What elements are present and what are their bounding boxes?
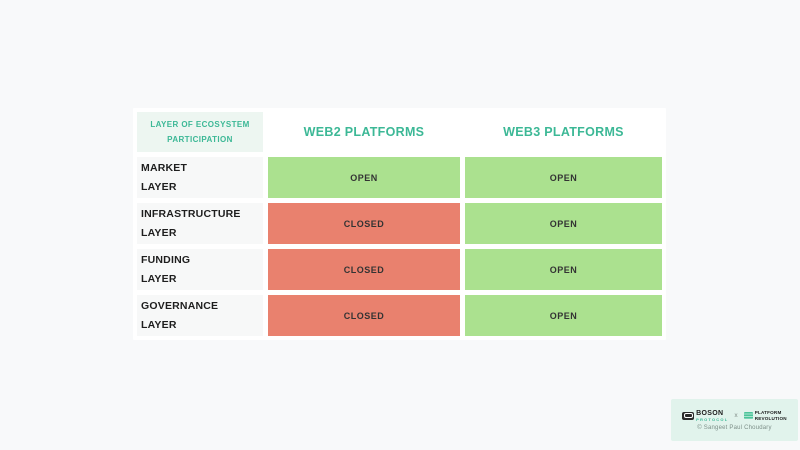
row-label-line: GOVERNANCE xyxy=(141,300,219,313)
row-label-line: LAYER xyxy=(141,272,177,285)
row-label-line: FUNDING xyxy=(141,254,191,267)
row-label-line: LAYER xyxy=(141,318,177,331)
row-label-market: MARKET LAYER xyxy=(137,157,263,198)
column-header-web3: WEB3 PLATFORMS xyxy=(465,112,662,152)
comparison-table: LAYER OF ECOSYSTEM PARTICIPATION WEB2 PL… xyxy=(133,108,666,340)
corner-header-line1: LAYER OF ECOSYSTEM xyxy=(150,119,250,129)
cell-funding-web2: CLOSED xyxy=(268,249,460,290)
row-label-funding: FUNDING LAYER xyxy=(137,249,263,290)
platform-line1: PLATFORM xyxy=(754,410,782,416)
platform-revolution-logo: PLATFORM REVOLUTION xyxy=(743,410,787,421)
cell-infrastructure-web2: CLOSED xyxy=(268,203,460,244)
platform-line2: REVOLUTION xyxy=(754,415,787,421)
row-label-line: INFRASTRUCTURE xyxy=(141,208,241,221)
platform-revolution-icon xyxy=(743,412,753,419)
cell-market-web2: OPEN xyxy=(268,157,460,198)
boson-subtitle: PROTOCOL xyxy=(696,416,729,422)
corner-header: LAYER OF ECOSYSTEM PARTICIPATION xyxy=(137,112,263,152)
row-label-line: LAYER xyxy=(141,226,177,239)
row-label-line: LAYER xyxy=(141,180,177,193)
row-label-infrastructure: INFRASTRUCTURE LAYER xyxy=(137,203,263,244)
boson-protocol-logo: BOSON PROTOCOL xyxy=(682,410,728,422)
cell-market-web3: OPEN xyxy=(465,157,662,198)
row-label-governance: GOVERNANCE LAYER xyxy=(137,295,263,336)
credit-box: BOSON PROTOCOL x PLATFORM REVOLUTION © S… xyxy=(671,399,798,441)
boson-protocol-icon xyxy=(682,411,695,420)
column-header-web2: WEB2 PLATFORMS xyxy=(268,112,460,152)
platform-revolution-text: PLATFORM REVOLUTION xyxy=(755,410,787,420)
logo-row: BOSON PROTOCOL x PLATFORM REVOLUTION xyxy=(682,410,787,422)
boson-name: BOSON xyxy=(696,409,724,417)
cell-governance-web2: CLOSED xyxy=(268,295,460,336)
logo-separator: x xyxy=(734,412,738,419)
row-label-line: MARKET xyxy=(141,162,188,175)
cell-infrastructure-web3: OPEN xyxy=(465,203,662,244)
cell-funding-web3: OPEN xyxy=(465,249,662,290)
corner-header-line2: PARTICIPATION xyxy=(167,135,233,144)
copyright-text: © Sangeet Paul Choudary xyxy=(697,424,772,431)
boson-logo-text: BOSON PROTOCOL xyxy=(696,410,728,422)
boson-glyph-icon xyxy=(683,413,693,418)
cell-governance-web3: OPEN xyxy=(465,295,662,336)
